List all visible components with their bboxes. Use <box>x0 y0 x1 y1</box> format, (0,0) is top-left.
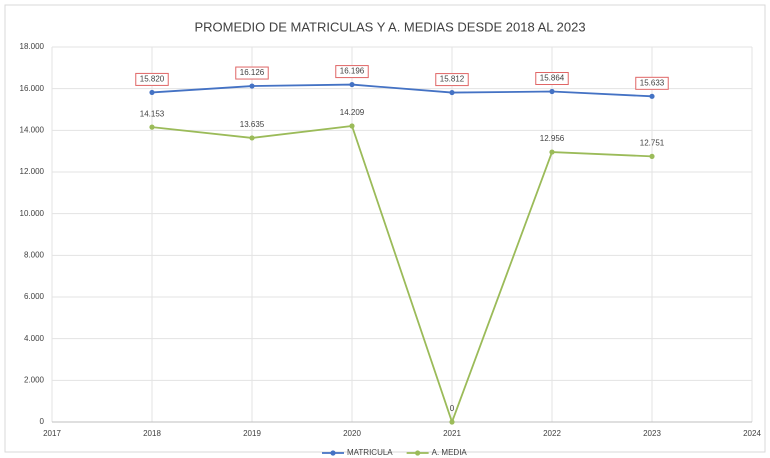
data-point <box>449 419 455 425</box>
x-tick-label: 2022 <box>543 429 561 438</box>
data-label: 15.633 <box>640 78 665 87</box>
chart-border <box>4 4 766 453</box>
data-label: 12.956 <box>540 134 565 143</box>
y-tick-label: 2.000 <box>24 375 45 384</box>
data-label: 12.751 <box>640 138 665 147</box>
data-label: 15.812 <box>440 75 465 84</box>
x-tick-label: 2021 <box>443 429 461 438</box>
data-label-box <box>435 73 469 87</box>
x-tick-label: 2018 <box>143 429 161 438</box>
x-tick-label: 2020 <box>343 429 361 438</box>
data-point <box>549 149 555 155</box>
legend-marker <box>415 450 421 456</box>
data-label: 16.126 <box>240 68 265 77</box>
data-point <box>649 153 655 159</box>
legend-label: A. MEDIA <box>432 448 468 457</box>
data-label-box <box>135 72 169 86</box>
data-point <box>149 89 155 96</box>
y-tick-label: 10.000 <box>20 209 45 218</box>
y-tick-label: 14.000 <box>20 125 45 134</box>
x-tick-label: 2017 <box>43 429 61 438</box>
y-tick-label: 18.000 <box>20 42 45 51</box>
x-tick-label: 2024 <box>743 429 761 438</box>
x-tick-label: 2019 <box>243 429 261 438</box>
data-label-box <box>335 65 369 79</box>
data-label: 14.209 <box>340 108 365 117</box>
data-label: 16.196 <box>340 67 365 76</box>
data-label: 15.820 <box>140 75 165 84</box>
data-point <box>149 124 155 130</box>
data-label: 15.864 <box>540 74 565 83</box>
data-point <box>349 81 355 88</box>
y-tick-label: 4.000 <box>24 334 45 343</box>
series-line <box>151 124 653 425</box>
y-tick-label: 16.000 <box>20 84 45 93</box>
legend-marker <box>330 450 336 456</box>
x-tick-label: 2023 <box>643 429 661 438</box>
data-label: 0 <box>450 404 455 413</box>
data-label: 13.635 <box>240 120 265 129</box>
data-point <box>249 83 255 89</box>
y-tick-label: 8.000 <box>24 250 45 259</box>
data-point <box>349 123 355 129</box>
y-tick-label: 6.000 <box>24 292 45 301</box>
series-line <box>151 83 653 98</box>
chart-title: PROMEDIO DE MATRICULAS Y A. MEDIAS DESDE… <box>194 19 585 34</box>
data-point <box>449 89 455 96</box>
data-label-box <box>535 72 569 85</box>
data-point <box>649 93 655 99</box>
data-label-box <box>635 76 669 90</box>
data-point <box>549 88 555 95</box>
legend-label: MATRICULA <box>347 448 393 457</box>
data-label-box <box>235 66 269 80</box>
y-tick-label: 12.000 <box>20 167 45 176</box>
data-label: 14.153 <box>140 109 165 118</box>
data-point <box>249 135 255 141</box>
y-tick-label: 0 <box>40 417 45 426</box>
